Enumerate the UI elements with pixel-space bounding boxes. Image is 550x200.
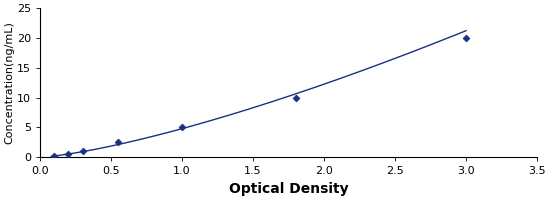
X-axis label: Optical Density: Optical Density	[229, 182, 348, 196]
Y-axis label: Concentration(ng/mL): Concentration(ng/mL)	[4, 21, 14, 144]
